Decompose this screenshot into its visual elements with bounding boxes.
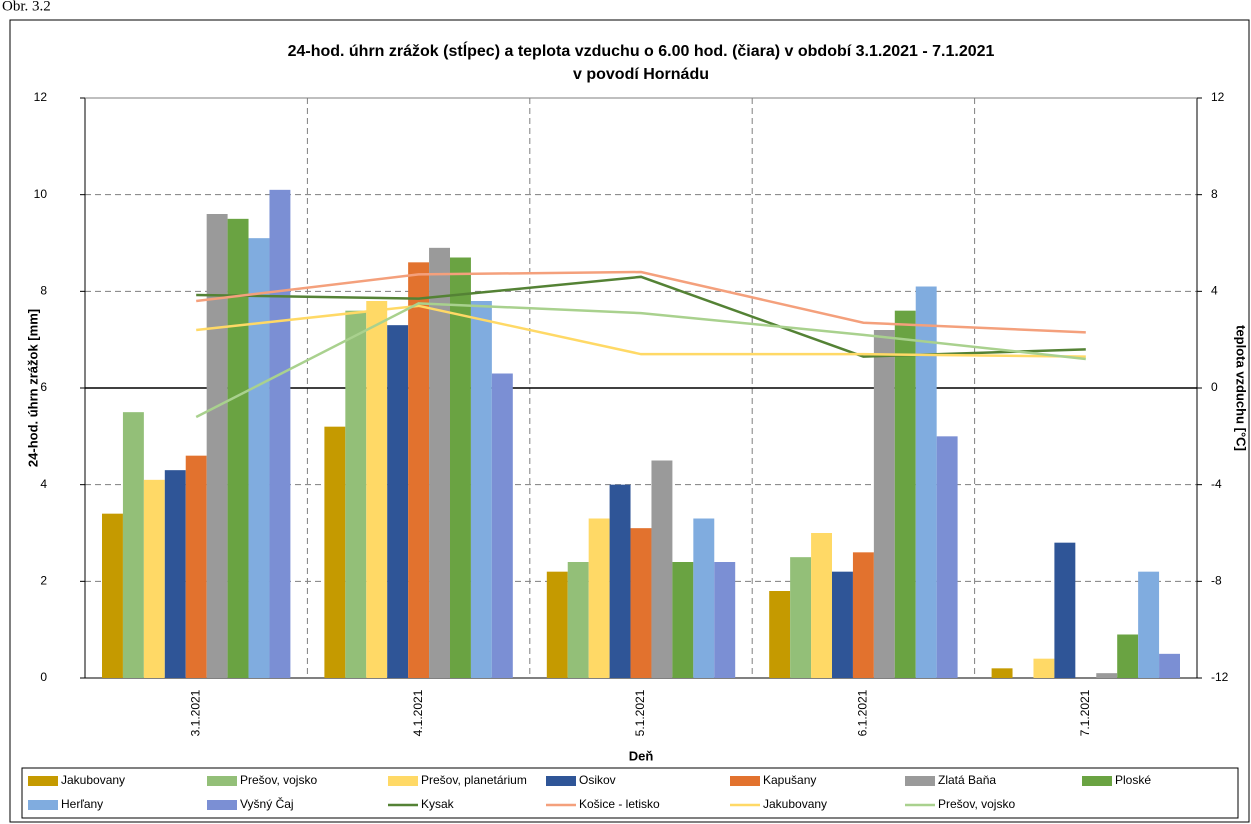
bar (122, 412, 144, 678)
legend-swatch (546, 776, 576, 786)
y-tick-label: 8 (40, 284, 47, 298)
y2-tick-label: 4 (1211, 284, 1218, 298)
line (196, 270, 1086, 334)
bar (936, 436, 958, 678)
bar (873, 330, 895, 678)
bar (991, 668, 1013, 678)
bar (345, 310, 367, 678)
y2-axis-title: teplota vzduchu [°C] (1234, 325, 1249, 451)
y-tick-label: 10 (34, 187, 48, 201)
chart-title: 24-hod. úhrn zrážok (stĺpec) a teplota v… (288, 40, 995, 60)
legend-swatch (730, 776, 760, 786)
figure-label: Obr. 3.2 (2, 0, 51, 14)
bar (609, 484, 631, 678)
bar (811, 533, 832, 678)
x-tick-label: 6.1.2021 (856, 689, 870, 736)
legend-label: Prešov, vojsko (240, 773, 317, 787)
bar (408, 262, 430, 678)
chart-frame (9, 19, 1250, 823)
legend-label: Vyšný Čaj (240, 796, 294, 811)
bar (915, 286, 937, 678)
legend-swatch (207, 776, 237, 786)
bar (269, 189, 291, 679)
legend-label: Osikov (579, 773, 616, 787)
chart-subtitle: v povodí Hornádu (573, 66, 709, 83)
bar (429, 247, 450, 679)
bar (143, 479, 165, 678)
legend-swatch (28, 800, 58, 810)
y2-tick-label: 0 (1211, 380, 1218, 394)
y-tick-label: 6 (40, 380, 47, 394)
bar (672, 562, 694, 678)
bar (567, 562, 589, 678)
y2-tick-label: -12 (1211, 670, 1229, 684)
bar (588, 518, 610, 678)
x-tick-label: 3.1.2021 (188, 689, 202, 736)
bar (894, 310, 916, 678)
y2-tick-label: 12 (1211, 90, 1225, 104)
x-tick-label: 5.1.2021 (633, 689, 647, 736)
bar (185, 455, 207, 678)
bar (1138, 571, 1160, 678)
legend-swatch (1082, 776, 1112, 786)
y2-tick-label: -4 (1211, 477, 1222, 491)
bar (1159, 653, 1180, 678)
bar (164, 470, 186, 678)
bar (324, 426, 346, 678)
bar (206, 214, 228, 678)
bar (769, 591, 791, 678)
legend-label: Prešov, planetárium (421, 773, 527, 787)
bar (102, 513, 123, 678)
y-tick-label: 0 (40, 670, 47, 684)
legend-label: Zlatá Baňa (938, 773, 996, 787)
bar (470, 301, 492, 678)
line (195, 302, 1086, 419)
bar (1096, 673, 1118, 678)
bar (693, 518, 715, 678)
bar (491, 373, 513, 678)
x-tick-label: 4.1.2021 (411, 689, 425, 736)
legend-label: Prešov, vojsko (938, 797, 1015, 811)
legend-swatch (388, 776, 418, 786)
bar (714, 562, 736, 678)
legend-label: Kysak (421, 797, 455, 811)
legend-swatch (905, 776, 935, 786)
bar (852, 552, 874, 678)
y-tick-label: 4 (40, 477, 47, 491)
y-axis-title: 24-hod. úhrn zrážok [mm] (25, 309, 40, 467)
legend-label: Ploské (1115, 773, 1151, 787)
bar (630, 528, 652, 678)
legend-swatch (28, 776, 58, 786)
bar (366, 301, 388, 678)
bar (546, 571, 568, 678)
line (196, 304, 1086, 358)
y-tick-label: 12 (34, 90, 48, 104)
bar (387, 325, 409, 678)
legend-label: Herľany (61, 797, 103, 811)
bar (790, 557, 812, 678)
legend-label: Jakubovany (61, 773, 125, 787)
bar (651, 460, 673, 678)
y2-tick-label: -8 (1211, 574, 1222, 588)
bar (1054, 542, 1076, 678)
y-tick-label: 2 (40, 574, 47, 588)
legend-label: Jakubovany (763, 797, 827, 811)
legend-box (21, 767, 1239, 819)
bar (832, 571, 853, 678)
bar (1033, 658, 1055, 678)
legend-label: Košice - letisko (579, 797, 660, 811)
y2-tick-label: 8 (1211, 187, 1218, 201)
bar (450, 257, 471, 678)
legend-label: Kapušany (763, 773, 816, 787)
bar (227, 218, 249, 679)
x-tick-label: 7.1.2021 (1078, 689, 1092, 736)
legend-swatch (207, 800, 237, 810)
bar (1117, 634, 1139, 678)
x-axis-title: Deň (629, 748, 654, 763)
bar (248, 238, 270, 678)
